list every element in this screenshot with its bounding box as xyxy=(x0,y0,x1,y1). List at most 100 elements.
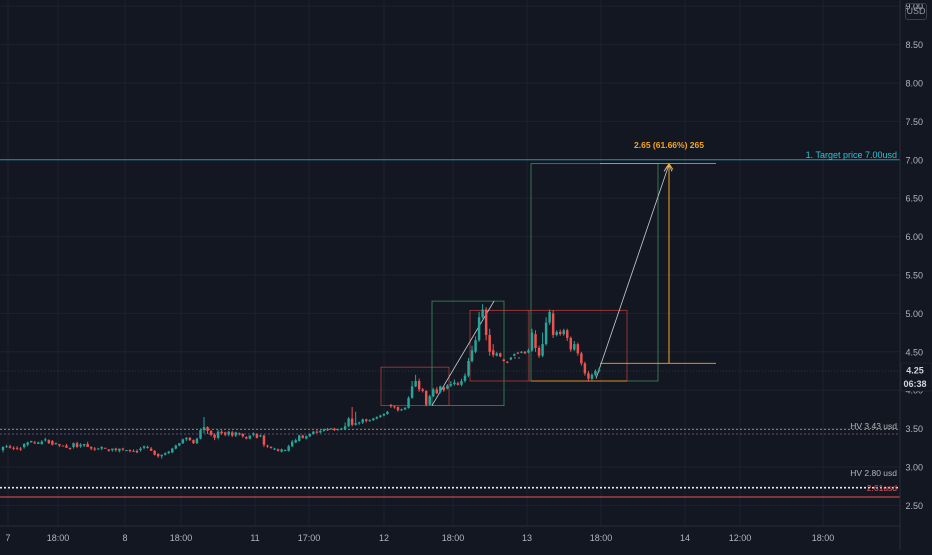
candle-body xyxy=(58,443,61,446)
candle-body xyxy=(280,449,283,452)
candle-body xyxy=(188,437,192,441)
candle-body xyxy=(562,330,565,335)
candle-body xyxy=(223,432,227,435)
candle-body xyxy=(534,334,537,348)
candle-body xyxy=(322,429,326,431)
candle-body xyxy=(424,390,428,405)
green-box-1 xyxy=(431,300,505,406)
candle-body xyxy=(573,344,576,350)
candle-body xyxy=(255,433,259,438)
candle-body xyxy=(230,432,234,436)
candle-body xyxy=(171,448,174,453)
x-tick-label: 18:00 xyxy=(47,533,70,543)
candle-body xyxy=(516,352,520,354)
candle-body xyxy=(174,445,178,449)
candle-body xyxy=(142,446,146,448)
candle-body xyxy=(89,447,93,449)
drawings[interactable] xyxy=(380,162,716,406)
candle-body xyxy=(357,422,361,424)
candle-body xyxy=(61,445,65,447)
candle-body xyxy=(111,448,114,451)
candle-body xyxy=(428,396,431,405)
candle-body xyxy=(343,426,347,430)
y-tick-label: 3.00 xyxy=(905,463,923,473)
y-tick-label: 9.00 xyxy=(905,2,923,12)
candle-body xyxy=(329,428,333,430)
candle-body xyxy=(576,344,580,354)
candle-body xyxy=(382,414,386,416)
candle-body xyxy=(100,447,103,449)
candle-body xyxy=(107,449,111,451)
candle-body xyxy=(350,418,354,425)
candle-body xyxy=(336,429,340,431)
candle-body xyxy=(365,419,368,421)
candle-body xyxy=(523,351,527,354)
target-price-label: 1. Target price 7.00usd xyxy=(806,150,897,160)
candle-body xyxy=(410,386,414,398)
candle-body xyxy=(312,431,315,434)
candle-body xyxy=(442,387,446,391)
candle-body xyxy=(29,440,33,443)
candle-body xyxy=(513,354,516,356)
candle-body xyxy=(537,347,541,356)
candle-body xyxy=(22,443,26,448)
grid xyxy=(0,0,900,526)
currency-button[interactable]: USD xyxy=(905,3,927,20)
x-tick-label: 18:00 xyxy=(812,533,835,543)
candle-body xyxy=(446,385,449,389)
candle-body xyxy=(590,374,594,379)
y-tick-label: 2.50 xyxy=(905,501,923,511)
candle-body xyxy=(393,406,396,408)
candle-body xyxy=(347,418,350,427)
candle-body xyxy=(520,351,523,353)
candle-body xyxy=(417,380,421,390)
candle-body xyxy=(301,435,304,438)
candle-body xyxy=(463,375,467,381)
y-tick-label: 6.50 xyxy=(905,194,923,204)
candle-body xyxy=(86,443,89,448)
candle-body xyxy=(499,353,502,357)
candle-body xyxy=(467,361,470,376)
candle-body xyxy=(178,443,181,446)
candle-body xyxy=(234,432,237,436)
candle-body xyxy=(294,440,297,443)
y-tick-label: 5.00 xyxy=(905,309,923,319)
candle-body xyxy=(213,434,216,438)
low-level-label: 2.61usd xyxy=(867,483,898,493)
levels xyxy=(0,159,900,498)
candle-body xyxy=(502,359,506,362)
candle-body xyxy=(477,317,481,341)
candle-body xyxy=(583,363,587,374)
candle-body xyxy=(396,407,400,411)
candle-body xyxy=(160,454,163,457)
candle-body xyxy=(340,428,343,430)
candle-body xyxy=(305,436,308,439)
x-tick-label: 18:00 xyxy=(590,533,613,543)
candle-body xyxy=(407,397,410,408)
candle-body xyxy=(287,446,290,451)
x-tick-label: 12 xyxy=(379,533,389,543)
hv2-label: HV 2.80 usd xyxy=(850,468,897,478)
candle-body xyxy=(167,451,170,454)
candle-body xyxy=(75,443,79,448)
y-tick-label: 4.50 xyxy=(905,347,923,357)
candle-body xyxy=(530,332,534,351)
y-tick-label: 6.00 xyxy=(905,232,923,242)
candle-body xyxy=(495,353,498,356)
candle-body xyxy=(54,443,58,445)
candle-body xyxy=(400,409,403,411)
candle-body xyxy=(541,344,544,356)
candle-body xyxy=(121,448,125,450)
measure-label: 2.65 (61.66%) 265 xyxy=(634,140,704,150)
candle-body xyxy=(506,361,509,363)
candle-body xyxy=(555,331,558,335)
candle-body xyxy=(470,350,474,362)
trend-arrow-1 xyxy=(431,300,495,406)
x-tick-label: 7 xyxy=(5,533,10,543)
candle-body xyxy=(259,435,262,437)
hv1-label: HV 3.43 usd xyxy=(850,421,897,431)
candle-body xyxy=(439,386,442,392)
candle-body xyxy=(266,445,269,447)
